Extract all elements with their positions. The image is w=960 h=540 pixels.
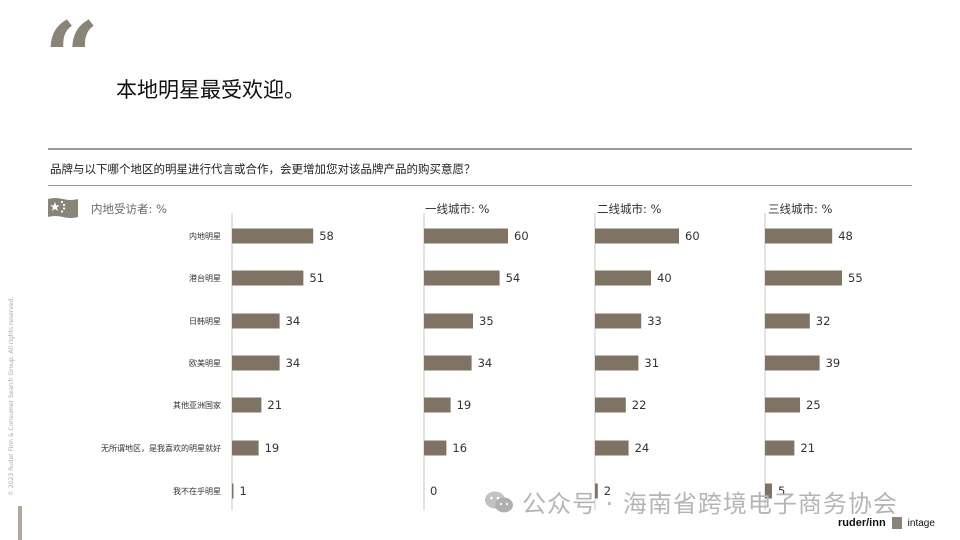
bar bbox=[595, 440, 629, 456]
data-label: 24 bbox=[635, 441, 650, 455]
quote-mark: “ bbox=[44, 1, 100, 114]
bar bbox=[765, 313, 810, 329]
data-label: 5 bbox=[778, 484, 785, 498]
wechat-icon bbox=[485, 491, 513, 512]
bar bbox=[424, 397, 451, 413]
category-label: 其他亚洲国家 bbox=[173, 400, 221, 410]
left-accent-bar bbox=[18, 506, 22, 540]
bar bbox=[232, 270, 304, 286]
panel-title-mainland: 内地受访者: % bbox=[91, 202, 167, 216]
bar bbox=[232, 397, 262, 413]
data-label: 31 bbox=[644, 356, 659, 370]
category-label: 无所谓地区，是我喜欢的明星就好 bbox=[101, 443, 221, 453]
headline: 本地明星最受欢迎。 bbox=[116, 78, 305, 102]
data-label: 32 bbox=[816, 314, 831, 328]
data-label: 21 bbox=[267, 398, 282, 412]
bar bbox=[232, 355, 280, 371]
brand-logos: ruder/inn intage bbox=[838, 517, 935, 529]
bar bbox=[424, 228, 508, 244]
category-label: 日韩明星 bbox=[189, 316, 221, 326]
bar bbox=[424, 313, 473, 329]
bar bbox=[765, 270, 842, 286]
data-label: 39 bbox=[826, 356, 841, 370]
bar bbox=[765, 440, 795, 456]
data-label: 16 bbox=[452, 441, 467, 455]
question-divider bbox=[48, 185, 912, 186]
csg-logo-icon bbox=[891, 517, 902, 529]
data-label: 22 bbox=[632, 398, 647, 412]
top-divider bbox=[48, 148, 912, 150]
data-label: 40 bbox=[657, 271, 672, 285]
bar bbox=[595, 313, 642, 329]
china-flag-icon bbox=[48, 198, 78, 218]
panel-title-tier1: 一线城市: % bbox=[425, 202, 490, 216]
bar bbox=[595, 397, 626, 413]
copyright-text: © 2023 Ruder Finn & Consumer Search Grou… bbox=[8, 296, 15, 496]
bar bbox=[424, 270, 500, 286]
data-label: 58 bbox=[319, 229, 334, 243]
intage-logo: intage bbox=[907, 517, 935, 529]
data-label: 19 bbox=[457, 398, 472, 412]
bar bbox=[765, 355, 820, 371]
data-label: 1 bbox=[240, 484, 247, 498]
bar bbox=[765, 483, 772, 499]
bar bbox=[765, 397, 800, 413]
data-label: 21 bbox=[800, 441, 815, 455]
data-label: 33 bbox=[647, 314, 662, 328]
bar bbox=[595, 228, 679, 244]
bar bbox=[424, 355, 472, 371]
category-label: 我不在乎明星 bbox=[173, 486, 221, 496]
bar bbox=[595, 483, 598, 499]
data-label: 54 bbox=[506, 271, 521, 285]
data-label: 0 bbox=[430, 484, 437, 498]
bar bbox=[765, 228, 833, 244]
bar bbox=[232, 440, 259, 456]
data-label: 60 bbox=[685, 229, 700, 243]
data-label: 34 bbox=[286, 356, 301, 370]
category-label: 内地明星 bbox=[189, 231, 221, 241]
panel-title-tier2: 二线城市: % bbox=[597, 202, 662, 216]
data-label: 25 bbox=[806, 398, 821, 412]
data-label: 34 bbox=[286, 314, 301, 328]
data-label: 35 bbox=[479, 314, 494, 328]
bar bbox=[232, 483, 234, 499]
watermark: 公众号 · 海南省跨境电子商务协会 bbox=[484, 484, 898, 519]
ruder-finn-logo: ruder/inn bbox=[838, 517, 886, 529]
data-label: 55 bbox=[848, 271, 863, 285]
data-label: 19 bbox=[265, 441, 280, 455]
panel-title-tier3: 三线城市: % bbox=[768, 202, 833, 216]
data-label: 48 bbox=[838, 229, 853, 243]
category-label: 港台明星 bbox=[189, 273, 221, 283]
data-label: 51 bbox=[309, 271, 324, 285]
survey-question: 品牌与以下哪个地区的明星进行代言或合作，会更增加您对该品牌产品的购买意愿？ bbox=[50, 162, 476, 176]
bar bbox=[232, 313, 280, 329]
category-label: 欧美明星 bbox=[189, 358, 221, 368]
data-label: 60 bbox=[514, 229, 529, 243]
bar bbox=[595, 355, 639, 371]
data-label: 34 bbox=[478, 356, 493, 370]
data-label: 2 bbox=[604, 484, 611, 498]
watermark-text: 公众号 · 海南省跨境电子商务协会 bbox=[522, 490, 898, 518]
bar bbox=[595, 270, 651, 286]
bar bbox=[232, 228, 314, 244]
bar bbox=[424, 440, 447, 456]
